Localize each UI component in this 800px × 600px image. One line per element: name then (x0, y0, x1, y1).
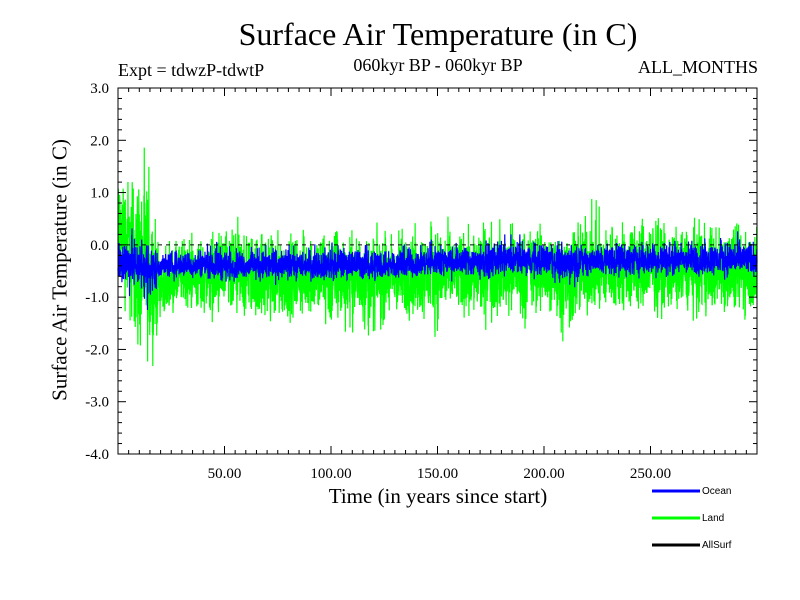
y-tick-label: 0.0 (90, 238, 109, 254)
x-tick-label: 250.00 (630, 466, 671, 482)
y-tick-label: 3.0 (90, 81, 109, 97)
legend-label-ocean: Ocean (702, 486, 731, 497)
series-line-ocean (117, 228, 758, 311)
legend-label-land: Land (702, 513, 724, 524)
months-label: ALL_MONTHS (638, 57, 758, 77)
y-tick-label: -1.0 (85, 290, 109, 306)
y-tick-label: 1.0 (90, 186, 109, 202)
x-tick-label: 200.00 (523, 466, 564, 482)
y-tick-label: 2.0 (90, 133, 109, 149)
chart-title: Surface Air Temperature (in C) (238, 16, 638, 52)
y-tick-label: -2.0 (85, 342, 109, 358)
x-tick-label: 50.00 (208, 466, 242, 482)
x-tick-label: 100.00 (310, 466, 351, 482)
series-ocean (117, 228, 758, 311)
series-layer (117, 147, 758, 366)
legend: Ocean Land AllSurf (652, 486, 732, 551)
period-label: 060kyr BP - 060kyr BP (353, 55, 523, 75)
axis-layer: 50.00 100.00 150.00 200.00 250.00 -4.0 -3.0 -2.… (85, 81, 757, 482)
x-tick-label: 150.00 (417, 466, 458, 482)
x-axis-label: Time (in years since start) (328, 484, 548, 508)
y-axis-label: Surface Air Temperature (in C) (47, 139, 72, 401)
legend-label-allsurf: AllSurf (702, 540, 732, 551)
y-tick-label: -3.0 (85, 395, 109, 411)
y-tick-label: -4.0 (85, 447, 109, 463)
experiment-label: Expt = tdwzP-tdwtP (118, 60, 265, 80)
